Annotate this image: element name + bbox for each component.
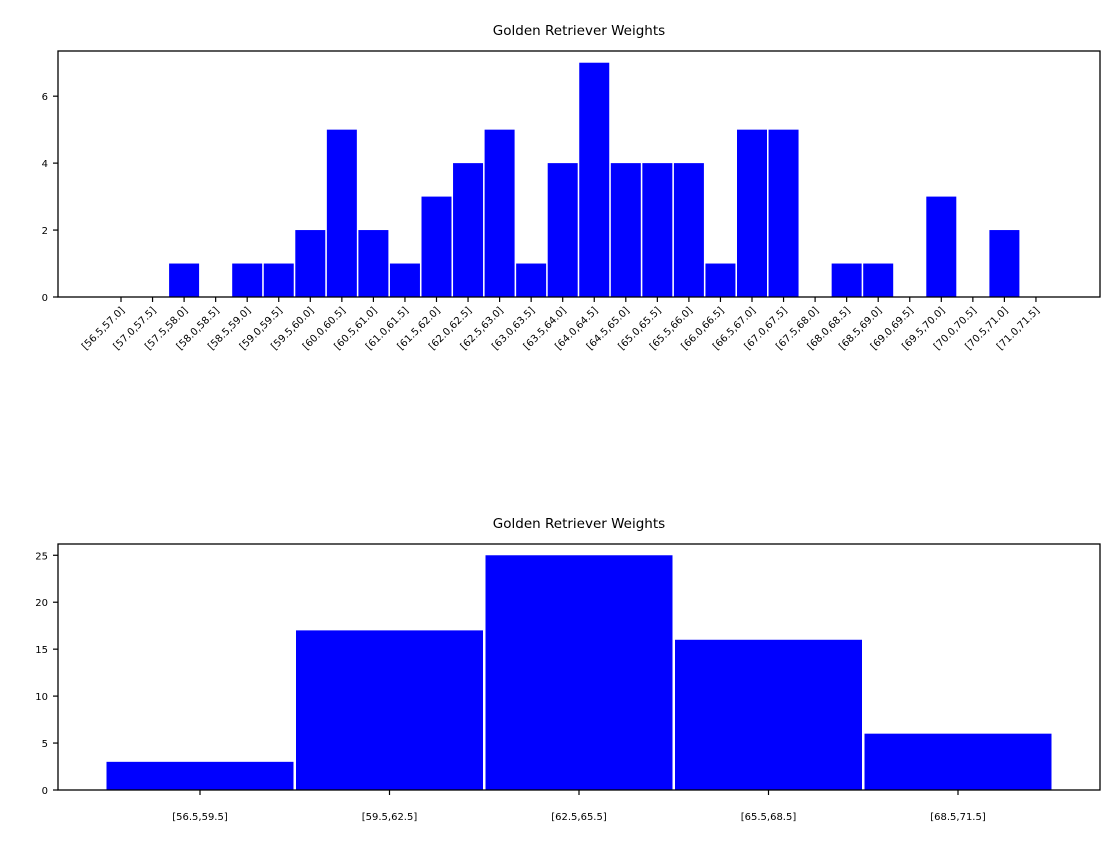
bar	[263, 263, 294, 297]
bar	[989, 230, 1020, 297]
bar	[421, 196, 452, 297]
bar	[232, 263, 263, 297]
chart-detailed-histogram: Golden Retriever Weights [56.5,57.0][57.…	[42, 23, 1101, 352]
bar	[610, 163, 641, 297]
bar	[296, 630, 483, 790]
y-tick-label: 4	[42, 159, 48, 170]
axes-frame	[57, 543, 1101, 791]
axes-frame	[57, 50, 1101, 298]
bar	[516, 263, 547, 297]
x-tick-label: [56.5,59.5]	[172, 812, 228, 823]
bar	[705, 263, 736, 297]
y-tick-label: 6	[42, 92, 48, 103]
x-tick-label: [59.5,62.5]	[362, 812, 418, 823]
bar	[673, 163, 704, 297]
bar	[864, 733, 1052, 790]
bar	[863, 263, 894, 297]
x-tick-label: [65.5,68.5]	[741, 812, 797, 823]
y-tick-label: 0	[42, 293, 48, 304]
y-tick-label: 0	[42, 786, 48, 797]
bar	[642, 163, 673, 297]
bar	[926, 196, 957, 297]
bar	[106, 761, 294, 790]
bar	[547, 163, 578, 297]
bar	[295, 230, 326, 297]
x-tick-label: [62.5,65.5]	[551, 812, 607, 823]
chart-title: Golden Retriever Weights	[493, 23, 665, 39]
y-tick-label: 20	[35, 598, 48, 609]
bar	[326, 129, 357, 297]
x-tick-label: [68.5,71.5]	[930, 812, 986, 823]
y-tick-label: 10	[35, 692, 48, 703]
bar	[453, 163, 484, 297]
bar	[579, 62, 610, 297]
bar	[169, 263, 200, 297]
chart-binned-histogram: Golden Retriever Weights [56.5,59.5] [59.…	[35, 516, 1101, 823]
bar	[675, 639, 862, 790]
bar	[358, 230, 389, 297]
bar	[768, 129, 799, 297]
bar	[484, 129, 515, 297]
y-tick-label: 15	[35, 645, 48, 656]
y-tick-label: 5	[42, 739, 48, 750]
bar	[389, 263, 420, 297]
chart-title: Golden Retriever Weights	[493, 516, 665, 532]
bar	[831, 263, 862, 297]
bar	[737, 129, 767, 297]
y-tick-label: 2	[42, 226, 48, 237]
bar	[485, 555, 673, 790]
y-tick-label: 25	[35, 551, 48, 562]
